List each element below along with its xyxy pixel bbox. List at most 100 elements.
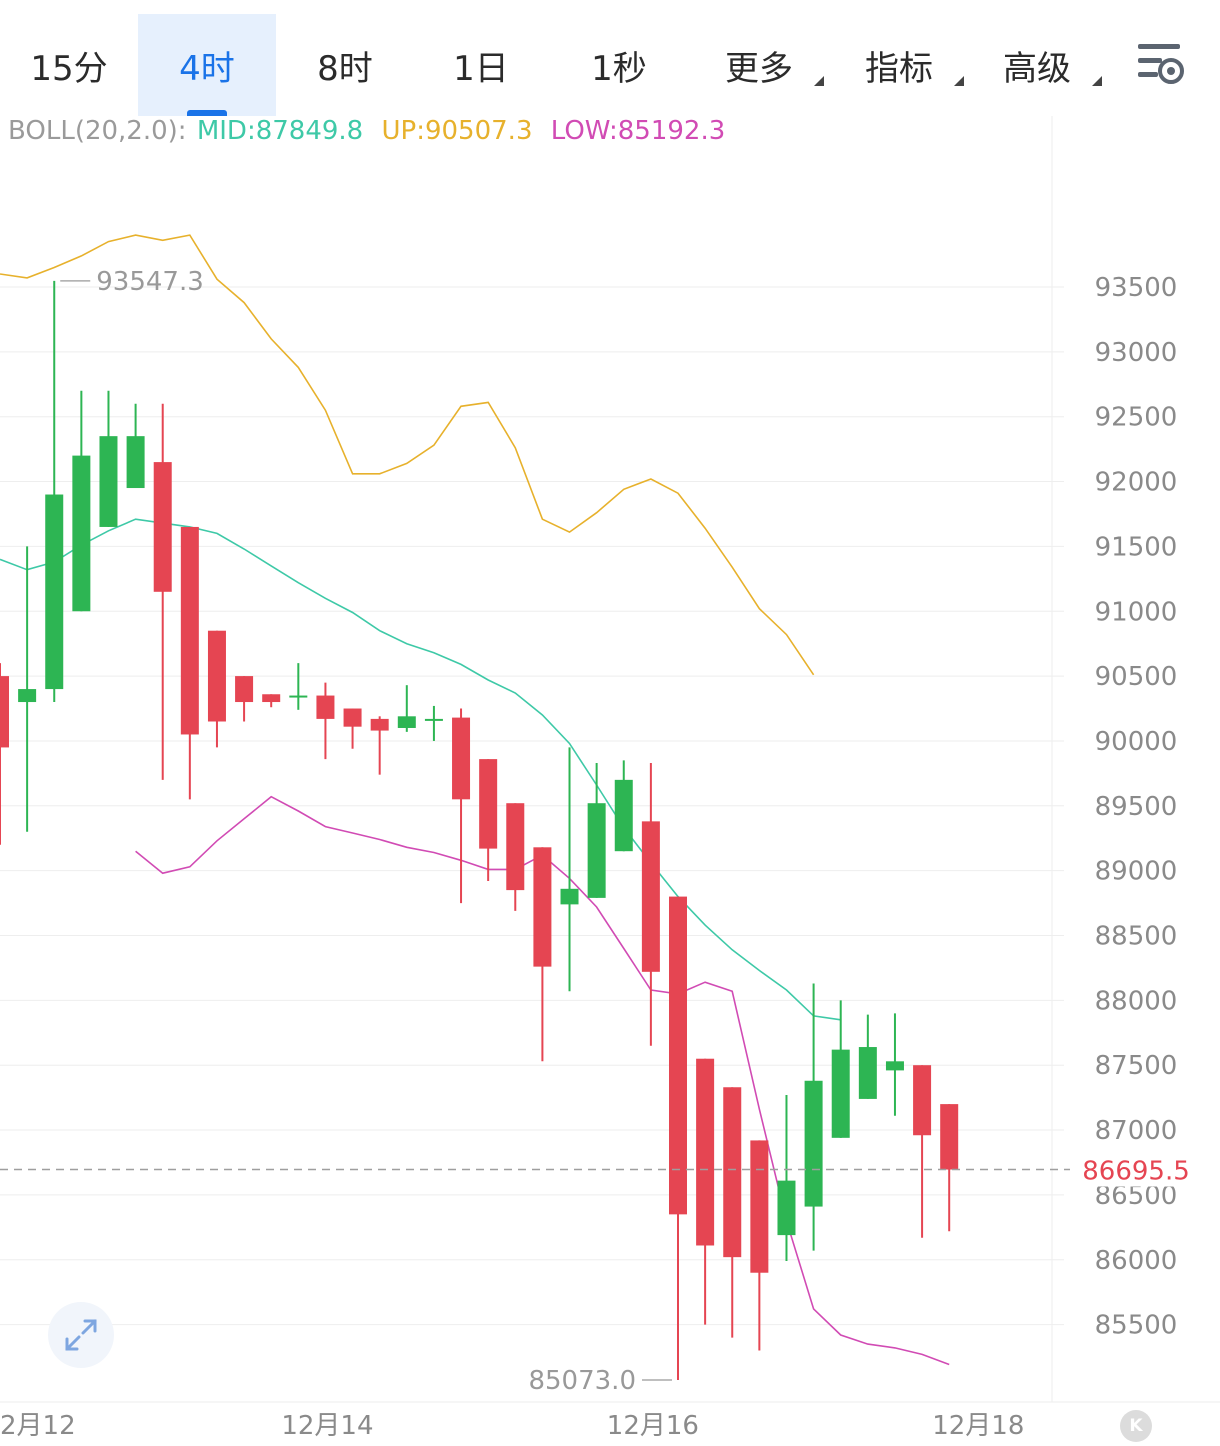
candle — [587, 762, 606, 898]
candle — [696, 1058, 715, 1325]
tab-interval-5[interactable]: 更多 — [690, 14, 828, 116]
candle-body — [913, 1065, 932, 1136]
candle-body — [45, 494, 64, 690]
boll-upper-line — [0, 234, 815, 676]
candle — [479, 759, 498, 882]
candle — [370, 716, 389, 775]
tab-label: 指标 — [865, 48, 933, 89]
tab-label: 更多 — [725, 48, 793, 89]
candle-body — [885, 1061, 904, 1071]
candle — [99, 390, 118, 527]
candle — [235, 676, 254, 722]
candle — [777, 1095, 796, 1262]
chart-settings-button[interactable] — [1134, 40, 1190, 90]
candle-body — [397, 716, 416, 728]
x-tick-label: 12月14 — [281, 1411, 373, 1441]
y-tick-label: 93000 — [1095, 338, 1178, 368]
max-price-label: 93547.3 — [96, 267, 204, 297]
last-price-label: 86695.5 — [1082, 1157, 1190, 1187]
candle-body — [669, 896, 687, 1215]
y-tick-label: 90000 — [1095, 727, 1178, 757]
dropdown-caret-icon — [814, 76, 824, 86]
tab-interval-1[interactable]: 4时 — [138, 14, 276, 116]
expand-icon — [65, 1319, 97, 1351]
candle-body — [641, 821, 660, 972]
candle — [533, 847, 552, 1062]
tab-interval-3[interactable]: 1日 — [412, 14, 550, 116]
candle-body — [262, 694, 281, 703]
boll-low-value: LOW:85192.3 — [550, 116, 726, 146]
candle — [207, 630, 226, 748]
y-tick-label: 88500 — [1095, 922, 1178, 952]
y-tick-label: 89500 — [1095, 792, 1178, 822]
candle — [641, 762, 660, 1046]
x-tick-label: 12月18 — [932, 1411, 1024, 1441]
candlestick-chart[interactable]: 93500 93000 92500 92000 91500 91000 90500 90000… — [0, 116, 1220, 1446]
candle-body — [804, 1080, 823, 1207]
x-tick-label: 12月16 — [607, 1411, 699, 1441]
candle-body — [506, 803, 525, 891]
boll-mid-line — [0, 518, 841, 1021]
dropdown-caret-icon — [954, 76, 964, 86]
y-tick-label: 86000 — [1095, 1246, 1178, 1276]
candle-body — [0, 676, 9, 748]
candle-body — [858, 1047, 877, 1099]
dropdown-caret-icon — [1092, 76, 1102, 86]
candle-body — [831, 1049, 850, 1138]
tab-label: 8时 — [317, 48, 373, 89]
candle-body — [153, 462, 172, 592]
candle-body — [126, 436, 145, 489]
tab-interval-2[interactable]: 8时 — [276, 14, 414, 116]
candle — [424, 705, 443, 741]
min-price-label: 85073.0 — [528, 1366, 636, 1396]
candle-body — [452, 717, 471, 800]
candle — [153, 403, 172, 780]
candle-body — [343, 708, 362, 727]
candle — [858, 1014, 877, 1099]
tab-label: 15分 — [30, 48, 108, 89]
y-tick-label: 91500 — [1095, 532, 1178, 562]
candle-body — [696, 1058, 715, 1246]
candle — [614, 760, 633, 852]
tab-interval-7[interactable]: 高级 — [968, 14, 1106, 116]
y-tick-label: 89000 — [1095, 857, 1178, 887]
candle-body — [424, 718, 443, 721]
candle — [831, 1000, 850, 1138]
boll-legend: BOLL(20,2.0): MID:87849.8 UP:90507.3 LOW… — [8, 116, 735, 146]
candle-body — [533, 847, 552, 967]
candle-body — [289, 695, 308, 698]
candle-body — [180, 526, 199, 735]
y-tick-label: 87500 — [1095, 1051, 1178, 1081]
candle — [343, 708, 362, 749]
candle — [72, 390, 91, 612]
candle — [0, 663, 9, 845]
tab-interval-0[interactable]: 15分 — [0, 14, 138, 116]
tab-label: 1秒 — [591, 48, 647, 89]
y-tick-label: 90500 — [1095, 662, 1178, 692]
tab-interval-6[interactable]: 指标 — [830, 14, 968, 116]
x-tick-label: 2月12 — [0, 1411, 76, 1441]
candle-body — [777, 1180, 796, 1236]
tab-interval-4[interactable]: 1秒 — [550, 14, 688, 116]
kline-badge[interactable]: K — [1120, 1410, 1152, 1442]
candle-body — [750, 1140, 769, 1273]
boll-mid-value: MID:87849.8 — [196, 116, 364, 146]
candle — [506, 803, 525, 911]
y-tick-label: 92000 — [1095, 468, 1178, 498]
candle-body — [723, 1087, 742, 1258]
candle-body — [370, 718, 389, 731]
candle-body — [587, 803, 606, 898]
fullscreen-button[interactable] — [48, 1302, 114, 1368]
candle-body — [18, 689, 37, 703]
candle — [18, 546, 37, 832]
candle — [45, 280, 64, 703]
active-tab-indicator — [187, 110, 227, 116]
candle — [452, 708, 471, 904]
y-tick-label: 93500 — [1095, 273, 1178, 303]
candle — [750, 1140, 769, 1351]
candle-body — [940, 1104, 959, 1170]
candle-body — [207, 630, 226, 722]
candle — [669, 896, 687, 1380]
candle-body — [72, 455, 91, 612]
y-tick-label: 88000 — [1095, 986, 1178, 1016]
